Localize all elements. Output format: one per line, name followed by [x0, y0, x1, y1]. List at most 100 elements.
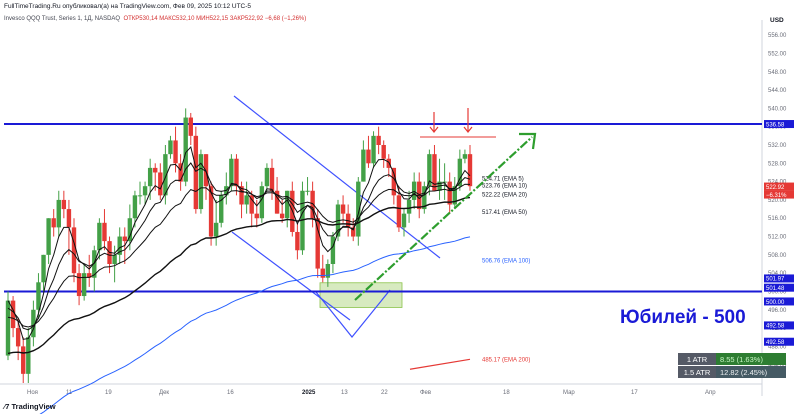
y-tick-label: 512.00	[768, 235, 787, 241]
price-tag-sub-label: −6.31%	[766, 193, 787, 199]
projection-v	[315, 289, 391, 338]
wedge-lower-line	[231, 231, 351, 321]
candle-body	[274, 190, 280, 214]
candle-body	[183, 117, 188, 182]
candle-body	[97, 222, 102, 251]
price-tag	[764, 283, 794, 292]
candle-body	[208, 186, 214, 237]
candle-body	[462, 154, 468, 159]
candle-body	[452, 186, 457, 205]
candle-body	[239, 186, 244, 205]
price-tag	[764, 120, 794, 129]
symbol-name: Invesco QQQ Trust, Series 1, 1Д, NASDAQ	[4, 16, 121, 22]
candle-body	[330, 236, 336, 264]
candle-body	[269, 167, 275, 191]
y-tick-label: 508.00	[768, 253, 787, 259]
uptrend-arrow-head	[519, 132, 537, 150]
x-tick-label: 2025	[302, 390, 316, 396]
candle-body	[457, 158, 463, 187]
candle-body	[112, 254, 117, 264]
down-arrow-head	[463, 126, 473, 133]
atr-2-value: 12.82 (2.45%)	[716, 366, 786, 378]
candle-body	[254, 213, 259, 219]
candle-body	[279, 213, 285, 219]
candle-body	[31, 309, 36, 338]
candle-body	[41, 254, 46, 283]
candle-body	[234, 158, 239, 187]
x-tick-label: 17	[631, 390, 638, 396]
candle-body	[188, 117, 193, 136]
candle-body	[61, 199, 67, 210]
price-tag-label: 536.58	[766, 122, 785, 128]
x-tick-label: 16	[227, 390, 234, 396]
price-tag-sub	[764, 190, 794, 199]
candle-body	[340, 204, 346, 214]
candle-body	[396, 195, 402, 228]
y-tick-label: 520.00	[768, 198, 787, 204]
candle-body	[376, 135, 381, 145]
candle-body	[366, 149, 371, 164]
candle-body	[432, 154, 437, 191]
candle-body	[422, 186, 427, 210]
y-tick-label: 552.00	[768, 51, 787, 57]
y-tick-label: 528.00	[768, 161, 787, 167]
candle-body	[442, 181, 447, 183]
y-tick-label: 516.00	[768, 216, 787, 222]
ema-20-line	[7, 183, 471, 328]
y-tick-label: 484.00	[768, 363, 787, 369]
price-tag-label: 492.58	[766, 324, 785, 330]
tv-logo-mark: ⁄7	[4, 402, 12, 411]
candle-body	[76, 273, 82, 297]
candle-body	[259, 186, 265, 219]
currency-label: USD	[770, 17, 784, 24]
candle-body	[310, 190, 315, 219]
symbol-info: Invesco QQQ Trust, Series 1, 1Д, NASDAQ …	[4, 16, 306, 22]
candle-body	[137, 195, 143, 197]
y-tick-label: 548.00	[768, 70, 787, 76]
price-tag-label: 522.92	[766, 185, 785, 191]
candle-body	[147, 167, 153, 187]
candle-body	[10, 300, 16, 329]
candle-body	[122, 236, 127, 242]
candle-body	[158, 172, 163, 196]
candle-body	[285, 190, 290, 219]
ema-5-line	[7, 145, 471, 340]
ema-200-line	[409, 358, 471, 370]
price-tag	[764, 182, 794, 191]
candle-body	[81, 273, 87, 297]
y-tick-label: 532.00	[768, 143, 787, 149]
candle-body	[447, 181, 452, 205]
y-tick-label: 544.00	[768, 88, 787, 94]
tradingview-logo[interactable]: ⁄7 TradingView	[4, 402, 56, 411]
publisher-caption: FullTimeTrading.Ru опубликовал(а) на Tra…	[4, 3, 252, 10]
y-tick-label: 500.00	[768, 289, 787, 295]
x-tick-label: Ноя	[27, 390, 38, 396]
candle-body	[36, 282, 41, 310]
price-tag-label: 492.58	[766, 340, 785, 346]
candle-body	[417, 181, 422, 210]
candle-body	[219, 195, 224, 223]
candle-body	[142, 186, 148, 196]
candle-body	[229, 158, 234, 187]
candle-body	[173, 140, 178, 164]
ema-10-line	[7, 162, 471, 331]
candle-body	[406, 199, 412, 214]
atr-2-badge: 1.5 ATR 12.82 (2.45%)	[678, 366, 786, 378]
candle-body	[56, 199, 61, 228]
price-tag	[764, 297, 794, 306]
candle-body	[87, 273, 92, 278]
y-tick-label: 540.00	[768, 106, 787, 112]
y-tick-label: 556.00	[768, 33, 787, 39]
x-tick-label: Фев	[420, 390, 431, 396]
ema-value-label: 517.41 (EMA 50)	[482, 210, 527, 216]
candle-body	[26, 337, 31, 374]
atr-1-badge: 1 ATR 8.55 (1.63%)	[678, 353, 786, 365]
candle-body	[325, 264, 331, 278]
candle-body	[51, 218, 56, 228]
candle-body	[178, 163, 183, 182]
price-tag-label: 501.97	[766, 277, 785, 283]
candle-body	[21, 346, 26, 374]
ema-value-label: 506.76 (EMA 100)	[482, 259, 530, 265]
candle-body	[5, 300, 11, 356]
